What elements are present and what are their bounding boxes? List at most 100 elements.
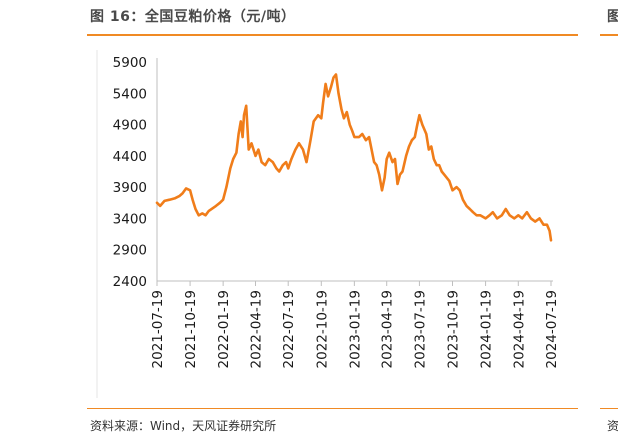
data-point — [517, 214, 520, 217]
x-tick-label: 2023-01-19 — [347, 290, 363, 368]
chart-series — [155, 73, 553, 242]
data-point — [399, 173, 401, 176]
data-point — [298, 142, 300, 145]
x-tick-label: 2021-07-19 — [150, 290, 166, 368]
data-point — [305, 161, 308, 164]
data-point — [337, 92, 340, 95]
data-point — [281, 164, 284, 167]
data-point — [260, 161, 263, 164]
data-point — [168, 198, 171, 201]
data-point — [181, 192, 184, 195]
y-tick-label: 5400 — [113, 86, 147, 102]
data-point — [365, 139, 367, 142]
data-point — [484, 217, 487, 220]
data-point — [443, 173, 446, 176]
data-point — [408, 145, 410, 148]
data-point — [247, 148, 250, 151]
data-point — [440, 170, 443, 173]
data-point — [285, 161, 287, 164]
adjacent-title-divider — [600, 34, 618, 36]
y-tick-label: 2400 — [113, 274, 147, 290]
data-point — [361, 133, 364, 135]
data-point — [237, 133, 240, 135]
y-tick-label: 3900 — [113, 180, 147, 196]
data-point — [378, 173, 381, 176]
data-point — [235, 151, 238, 154]
x-axis-ticks: 2021-07-19 2021-10-19 2022-01-19 2022-04-19… — [150, 281, 560, 368]
y-axis-ticks: 2400 2900 3400 3900 4400 4900 5400 5900 — [113, 55, 147, 290]
data-point — [156, 201, 158, 204]
y-tick-label: 5900 — [113, 55, 147, 71]
data-point — [275, 167, 278, 170]
data-point — [320, 117, 323, 120]
data-point — [383, 176, 386, 179]
data-point — [345, 111, 348, 113]
data-point — [468, 208, 471, 210]
data-point — [194, 208, 197, 210]
data-point — [496, 217, 498, 220]
data-point — [548, 230, 551, 232]
data-point — [458, 189, 461, 192]
data-point — [302, 148, 304, 151]
source-divider — [87, 408, 578, 409]
data-point — [353, 136, 356, 139]
data-point — [254, 155, 257, 157]
data-point — [455, 186, 458, 189]
data-point — [243, 114, 245, 117]
data-point — [163, 200, 166, 202]
data-point — [411, 139, 413, 142]
data-point — [391, 161, 394, 164]
data-point — [241, 136, 244, 139]
data-point — [225, 186, 228, 189]
data-point — [451, 189, 454, 192]
data-point — [267, 158, 270, 160]
data-point — [448, 180, 451, 182]
data-point — [332, 76, 335, 79]
data-point — [394, 158, 396, 160]
x-tick-label: 2022-01-19 — [216, 290, 232, 368]
data-point — [373, 161, 375, 164]
data-point — [491, 211, 494, 214]
data-point — [290, 158, 293, 160]
data-point — [550, 239, 552, 242]
data-point — [530, 217, 532, 220]
y-tick-label: 3400 — [113, 211, 147, 227]
data-point — [534, 220, 537, 223]
data-point — [335, 73, 337, 76]
figure-source: 资料来源：Wind，天风证券研究所 — [90, 419, 277, 433]
data-point — [546, 223, 548, 226]
data-point — [229, 167, 232, 170]
data-point — [197, 214, 200, 217]
data-point — [385, 158, 388, 160]
data-point — [538, 217, 541, 220]
data-point — [159, 205, 162, 207]
y-tick-label: 4400 — [113, 149, 147, 165]
data-point — [294, 148, 297, 151]
data-point — [245, 104, 248, 107]
data-point — [222, 198, 225, 201]
data-point — [178, 195, 181, 197]
data-point — [340, 108, 343, 110]
data-point — [504, 208, 507, 210]
data-point — [435, 164, 438, 167]
data-point — [211, 207, 214, 210]
data-point — [405, 155, 407, 157]
data-point — [542, 223, 545, 226]
data-point — [207, 210, 210, 212]
title-divider — [87, 34, 578, 36]
data-point — [239, 120, 242, 123]
x-tick-label: 2023-10-19 — [446, 290, 462, 368]
data-point — [185, 187, 188, 190]
x-tick-label: 2022-07-19 — [281, 290, 297, 368]
data-point — [513, 217, 516, 220]
data-point — [432, 158, 435, 160]
data-point — [416, 123, 419, 126]
data-point — [521, 217, 524, 220]
data-point — [278, 170, 281, 173]
adjacent-source-divider — [600, 408, 618, 409]
data-point — [343, 117, 345, 120]
data-point — [368, 136, 370, 139]
data-point — [462, 198, 464, 201]
x-tick-label: 2023-04-19 — [380, 290, 396, 368]
